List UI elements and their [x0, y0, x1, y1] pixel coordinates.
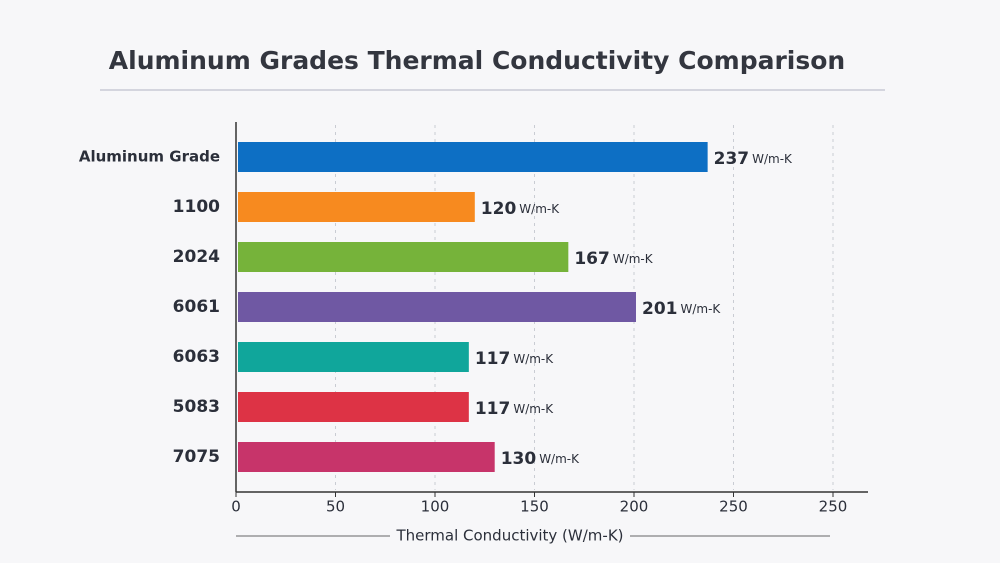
bar — [238, 192, 475, 222]
value-unit: W/m-K — [539, 452, 580, 466]
value-unit: W/m-K — [613, 252, 654, 266]
value-number: 237 — [714, 149, 750, 169]
x-tick-label: 250 — [819, 498, 848, 516]
value-label: 117 W/m-K — [475, 399, 554, 419]
y-tick-label: 7075 — [173, 447, 220, 467]
y-tick-label: 2024 — [173, 247, 220, 267]
value-label: 130 W/m-K — [501, 449, 580, 469]
y-tick-label: 6063 — [173, 347, 220, 367]
value-number: 167 — [574, 249, 610, 269]
value-number: 201 — [642, 299, 678, 319]
value-label: 237 W/m-K — [714, 149, 793, 169]
x-tick-label: 50 — [326, 498, 345, 516]
bar — [238, 292, 636, 322]
x-tick-label: 100 — [421, 498, 450, 516]
value-unit: W/m-K — [513, 402, 554, 416]
value-label: 120 W/m-K — [481, 199, 560, 219]
x-tick-label: 250 — [719, 498, 748, 516]
value-unit: W/m-K — [513, 352, 554, 366]
y-tick-label: 5083 — [173, 397, 220, 417]
value-number: 117 — [475, 349, 511, 369]
value-label: 117 W/m-K — [475, 349, 554, 369]
value-number: 130 — [501, 449, 537, 469]
bar — [238, 442, 495, 472]
value-label: 167 W/m-K — [574, 249, 653, 269]
value-unit: W/m-K — [680, 302, 721, 316]
bar — [238, 142, 708, 172]
bar — [238, 242, 569, 272]
chart-title: Aluminum Grades Thermal Conductivity Com… — [109, 46, 845, 75]
value-unit: W/m-K — [752, 152, 793, 166]
value-unit: W/m-K — [519, 202, 560, 216]
value-number: 117 — [475, 399, 511, 419]
y-tick-label: 6061 — [173, 297, 220, 317]
value-number: 120 — [481, 199, 517, 219]
bar — [238, 392, 469, 422]
bar — [238, 342, 469, 372]
x-axis-title: Thermal Conductivity (W/m-K) — [395, 527, 623, 545]
y-tick-label: Aluminum Grade — [79, 148, 220, 166]
x-tick-label: 150 — [520, 498, 549, 516]
x-tick-label: 200 — [620, 498, 649, 516]
x-tick-label: 0 — [231, 498, 241, 516]
y-tick-label: 1100 — [173, 197, 220, 217]
value-label: 201 W/m-K — [642, 299, 721, 319]
